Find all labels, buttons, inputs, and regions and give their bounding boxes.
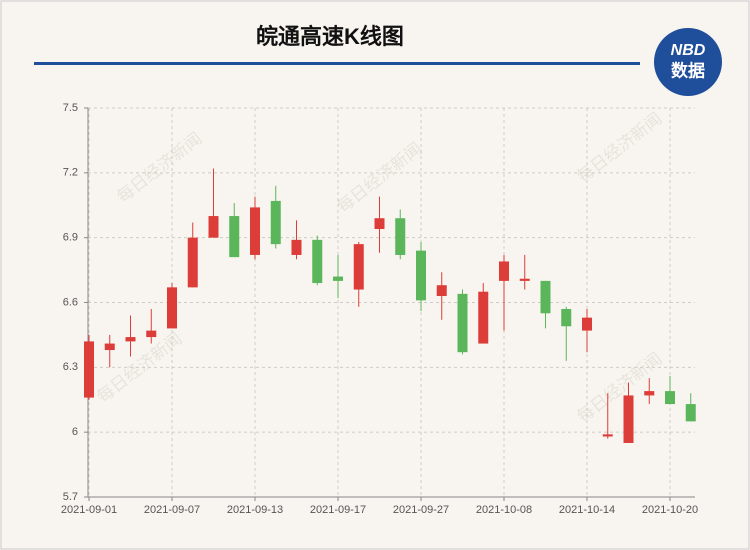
chart-title: 皖通高速K线图 xyxy=(256,24,404,49)
candle-body xyxy=(104,343,115,351)
y-tick-label: 6.9 xyxy=(63,232,78,244)
y-tick-label: 6.6 xyxy=(63,296,78,308)
logo-top: NBD xyxy=(671,42,706,59)
x-tick-label: 2021-09-01 xyxy=(61,504,117,516)
candle-body xyxy=(333,276,343,281)
candle-body xyxy=(623,395,634,443)
y-tick-label: 7.5 xyxy=(63,102,78,114)
logo-circle xyxy=(654,28,722,96)
candle-body xyxy=(187,237,198,288)
x-tick-label: 2021-09-17 xyxy=(310,504,366,516)
y-tick-label: 7.2 xyxy=(63,167,78,179)
candle-body xyxy=(374,218,385,230)
x-tick-label: 2021-09-07 xyxy=(144,504,200,516)
candle-body xyxy=(644,391,655,396)
candle-body xyxy=(395,218,406,255)
x-tick-label: 2021-10-14 xyxy=(559,504,615,516)
candle-body xyxy=(540,280,551,314)
candle-body xyxy=(582,317,592,331)
candle-body xyxy=(270,200,281,245)
title-underline xyxy=(34,62,640,65)
candle-body xyxy=(602,434,613,437)
x-tick-label: 2021-09-27 xyxy=(393,504,449,516)
candle-body xyxy=(167,287,177,329)
candle-body xyxy=(457,293,468,353)
candle-body xyxy=(291,239,302,255)
candle-body xyxy=(84,341,94,398)
candle-body xyxy=(561,308,572,327)
y-tick-label: 6 xyxy=(72,426,78,438)
candle-body xyxy=(146,330,157,338)
candle-body xyxy=(250,207,260,255)
x-tick-label: 2021-10-08 xyxy=(476,504,532,516)
logo-bottom: 数据 xyxy=(671,60,705,80)
candle-body xyxy=(353,244,364,290)
x-tick-label: 2021-10-20 xyxy=(642,504,698,516)
x-tick-label: 2021-09-13 xyxy=(227,504,283,516)
candle-body xyxy=(499,261,509,281)
candle-body xyxy=(665,391,675,405)
candle-body xyxy=(416,250,426,301)
candle-body xyxy=(208,216,219,238)
candle-body xyxy=(125,337,136,342)
y-tick-label: 5.7 xyxy=(63,491,78,503)
candle-body xyxy=(229,216,240,258)
candle-body xyxy=(478,291,489,344)
candle-body xyxy=(312,239,323,284)
candle-body xyxy=(436,285,447,297)
candle-body xyxy=(519,278,530,281)
candle-body xyxy=(685,404,696,422)
y-tick-label: 6.3 xyxy=(63,361,78,373)
